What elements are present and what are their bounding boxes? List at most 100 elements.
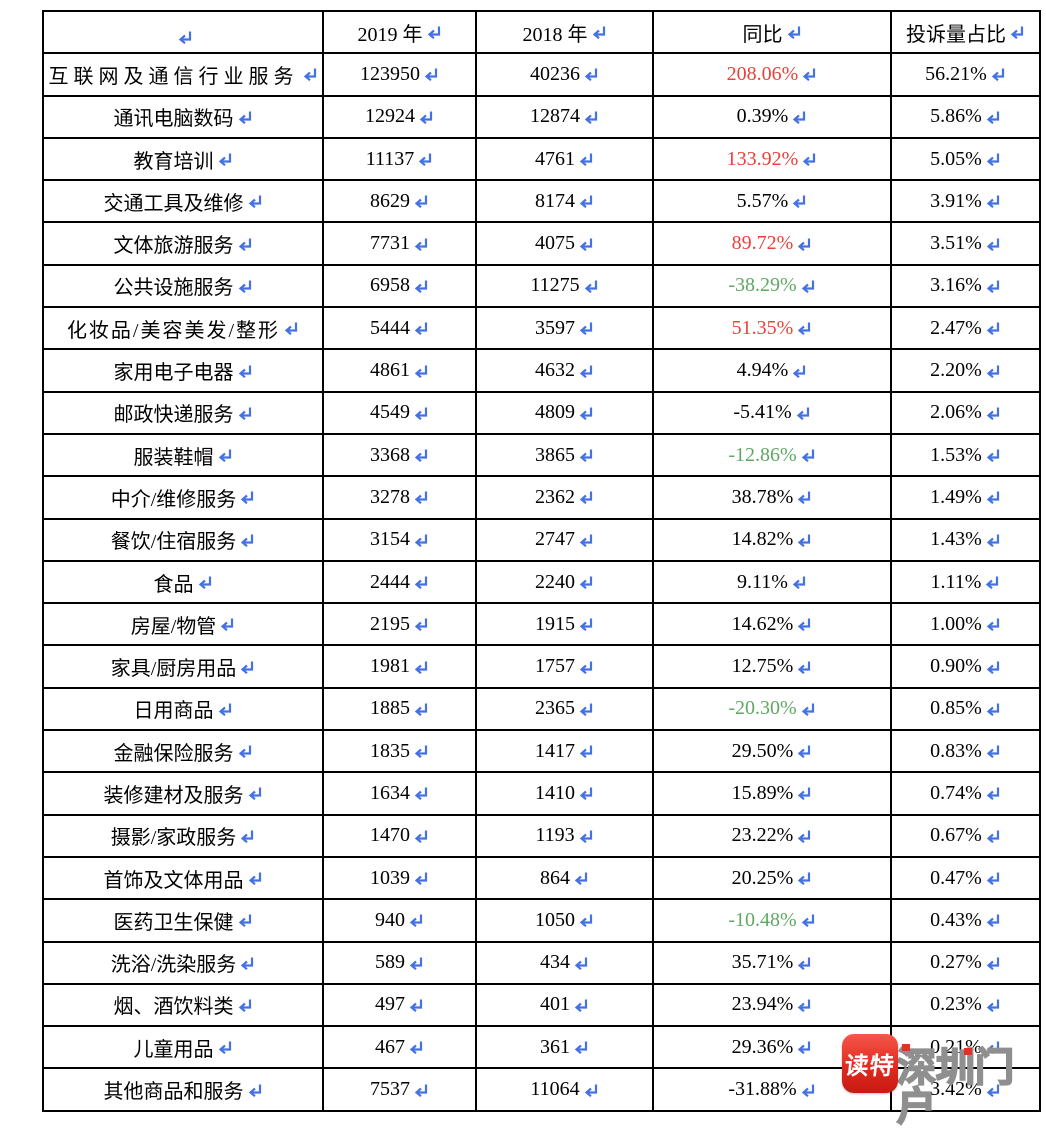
paragraph-return-icon [801,67,817,82]
yoy-cell: 35.71% [652,940,892,985]
watermark-red-dot [902,1044,910,1051]
value-2018: 4075 [535,232,575,255]
value-2018: 40236 [530,62,580,85]
table-row: 日用商品 1885 2365 -20.30% [42,686,1041,732]
value-2018-cell: 40236 [475,52,654,97]
paragraph-return-icon [413,237,429,251]
yoy-value: 9.11% [737,570,788,593]
yoy-value: 38.78% [731,485,794,508]
paragraph-return-icon [413,321,429,336]
table-row: 家具/厨房用品 1981 1757 12.75% [42,644,1041,689]
yoy-value: 20.25% [731,866,794,889]
value-2019: 1981 [370,655,410,678]
value-2018-cell: 4075 [475,221,654,266]
paragraph-return-icon [801,152,817,167]
category-label: 日用商品 [133,700,214,723]
value-2019: 7731 [370,232,410,255]
category-cell: 摄影/家政服务 [42,813,324,858]
value-2018: 4809 [535,401,575,424]
value-2018: 1050 [535,908,575,931]
category-cell: 金融保险服务 [42,729,324,774]
yoy-value: -5.41% [733,401,792,424]
paragraph-return-icon [578,829,594,843]
value-2019-cell: 940 [322,898,477,943]
category-cell: 日用商品 [42,686,324,732]
paragraph-return-icon [796,660,812,674]
paragraph-return-icon [578,237,594,251]
category-label: 教育培训 [133,150,214,173]
share-cell: 1.49% [890,475,1041,520]
paragraph-return-icon [578,660,594,674]
yoy-value: -31.88% [728,1078,797,1101]
category-label: 烟、酒饮料类 [113,996,234,1019]
value-2018-cell: 11275 [475,263,654,309]
yoy-value: 23.94% [731,993,794,1016]
paragraph-return-icon [177,30,193,45]
paragraph-return-icon [573,956,589,970]
paragraph-return-icon [984,575,1000,589]
paragraph-return-icon [573,998,589,1012]
yoy-cell: 89.72% [652,221,892,266]
table-row: 烟、酒饮料类 497 401 23.94% [42,982,1041,1028]
category-label: 公共设施服务 [113,277,234,300]
paragraph-return-icon [985,702,1001,716]
value-2018-cell: 1757 [475,644,654,689]
category-cell: 教育培训 [42,136,324,182]
value-2019: 3154 [370,528,410,551]
paragraph-return-icon [985,786,1001,801]
category-label: 中介/维修服务 [110,488,237,511]
value-2019-cell: 467 [322,1025,477,1070]
yoy-value: 208.06% [726,62,799,85]
paragraph-return-icon [800,913,816,928]
table-row: 金融保险服务 1835 1417 29.50% [42,729,1041,774]
value-2018: 1410 [535,781,575,804]
value-2018: 1757 [535,655,575,678]
value-2018-cell: 3597 [475,306,654,351]
paragraph-return-icon [237,744,253,759]
paragraph-return-icon [578,786,594,801]
value-2018-cell: 4809 [475,390,654,435]
table-row: 公共设施服务 6958 11275 -38.29% [42,263,1041,309]
paragraph-return-icon [408,1040,424,1055]
header-category-cell [42,9,324,55]
yoy-value: 51.35% [731,316,794,339]
paragraph-return-icon [237,237,253,251]
value-2018-cell: 361 [475,1025,654,1070]
value-2018: 1193 [535,824,575,847]
paragraph-return-icon [985,364,1001,378]
category-label: 餐饮/住宿服务 [110,531,237,554]
table-row: 服装鞋帽 3368 3865 -12.86% [42,432,1041,478]
value-2018: 1915 [535,612,575,635]
paragraph-return-icon [795,406,811,420]
share-cell: 1.53% [890,432,1041,478]
paragraph-return-icon [985,406,1001,420]
category-cell: 家具/厨房用品 [42,644,324,689]
value-2019: 123950 [360,62,420,85]
paragraph-return-icon [985,194,1001,209]
paragraph-return-icon [578,406,594,420]
value-2018: 11064 [530,1078,580,1101]
yoy-cell: 5.57% [652,179,892,224]
yoy-value: 15.89% [731,781,794,804]
category-label: 服装鞋帽 [133,446,214,469]
value-2018: 8174 [535,189,575,212]
share-cell: 0.83% [890,729,1041,774]
value-2018-cell: 11064 [475,1067,654,1112]
value-2018: 2747 [535,528,575,551]
value-2018: 3865 [535,443,575,466]
header-yoy-cell: 同比 [652,9,892,55]
value-2018: 4632 [535,359,575,382]
category-cell: 医药卫生保健 [42,898,324,943]
value-2019-cell: 1885 [322,686,477,732]
share-value: 0.47% [930,866,982,889]
value-2018-cell: 1915 [475,602,654,647]
category-label: 文体旅游服务 [113,235,234,258]
value-2019: 1470 [370,824,410,847]
yoy-cell: -20.30% [652,686,892,732]
value-2018-cell: 1050 [475,898,654,943]
category-cell: 化妆品/美容美发/整形 [42,306,324,351]
watermark-site-text: 深圳门户 [896,1047,1015,1129]
share-value: 0.27% [930,951,982,974]
complaints-table: 2019 年 2018 年 同比 [42,9,1041,1112]
